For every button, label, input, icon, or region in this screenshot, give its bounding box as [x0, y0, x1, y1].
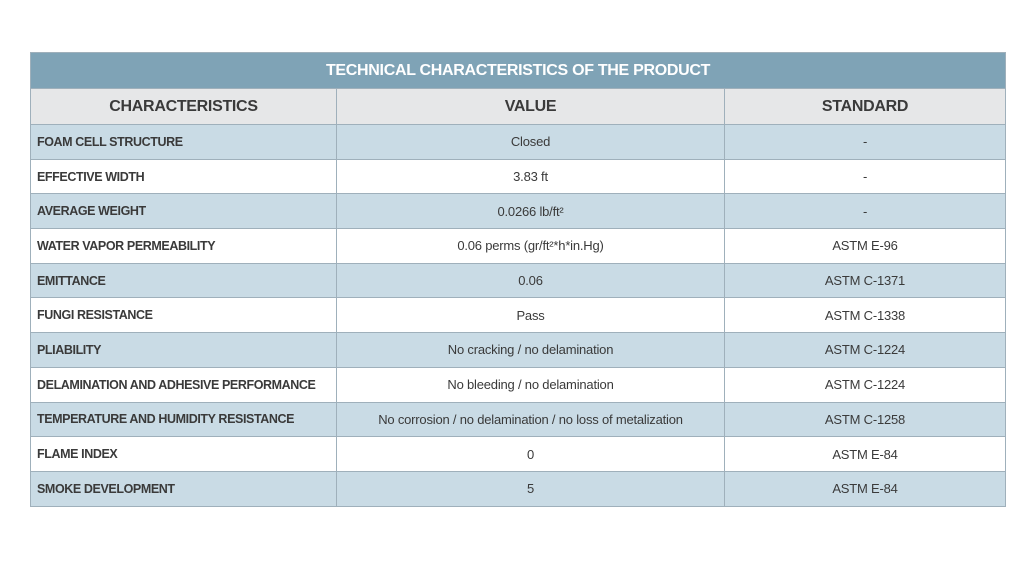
table-row: FOAM CELL STRUCTURE Closed - — [30, 124, 1007, 160]
standard: ASTM C-1224 — [723, 332, 1007, 368]
standard: ASTM C-1224 — [723, 366, 1007, 403]
value: 0.06 perms (gr/ft²*h*in.Hg) — [336, 228, 725, 264]
value: Closed — [336, 124, 725, 160]
value: 3.83 ft — [336, 158, 725, 195]
column-header: VALUE — [336, 88, 725, 125]
standard: ASTM E-84 — [723, 470, 1007, 507]
value: Pass — [336, 297, 725, 334]
characteristic: EFFECTIVE WIDTH — [30, 158, 337, 195]
standard: - — [723, 124, 1007, 160]
table-title: TECHNICAL CHARACTERISTICS OF THE PRODUCT — [29, 52, 1007, 89]
characteristic: DELAMINATION AND ADHESIVE PERFORMANCE — [30, 366, 337, 403]
characteristic: TEMPERATURE AND HUMIDITY RESISTANCE — [30, 401, 337, 438]
table-row: AVERAGE WEIGHT 0.0266 lb/ft² - — [30, 193, 1007, 230]
value: No corrosion / no delamination / no loss… — [336, 401, 725, 438]
table-row: EMITTANCE 0.06 ASTM C-1371 — [30, 262, 1007, 299]
column-header: CHARACTERISTICS — [30, 88, 337, 125]
standard: - — [723, 158, 1007, 195]
table-body: FOAM CELL STRUCTURE Closed - EFFECTIVE WIDT… — [30, 124, 1007, 507]
characteristic: WATER VAPOR PERMEABILITY — [30, 228, 337, 264]
standard: ASTM C-1258 — [723, 401, 1007, 438]
characteristic: FUNGI RESISTANCE — [30, 297, 337, 334]
table-row: SMOKE DEVELOPMENT 5 ASTM E-84 — [30, 470, 1007, 507]
standard: - — [723, 193, 1007, 230]
value: 0.06 — [336, 262, 725, 299]
characteristic: SMOKE DEVELOPMENT — [30, 470, 337, 507]
characteristic: EMITTANCE — [30, 262, 337, 299]
value: 5 — [336, 470, 725, 507]
characteristic: AVERAGE WEIGHT — [30, 193, 337, 230]
characteristic: FLAME INDEX — [30, 436, 337, 472]
table-row: WATER VAPOR PERMEABILITY 0.06 perms (gr/f… — [30, 228, 1007, 264]
standard: ASTM E-96 — [723, 228, 1007, 264]
characteristic: FOAM CELL STRUCTURE — [30, 124, 337, 160]
table-row: FUNGI RESISTANCE Pass ASTM C-1338 — [30, 297, 1007, 334]
value: No bleeding / no delamination — [336, 366, 725, 403]
characteristic: PLIABILITY — [30, 332, 337, 368]
header-row: CHARACTERISTICS VALUE STANDARD — [30, 88, 1007, 125]
table-row: EFFECTIVE WIDTH 3.83 ft - — [30, 158, 1007, 195]
standard: ASTM C-1371 — [723, 262, 1007, 299]
column-header: STANDARD — [723, 88, 1007, 125]
value: No cracking / no delamination — [336, 332, 725, 368]
standard: ASTM C-1338 — [723, 297, 1007, 334]
table-row: DELAMINATION AND ADHESIVE PERFORMANCE No … — [30, 366, 1007, 403]
value: 0.0266 lb/ft² — [336, 193, 725, 230]
standard: ASTM E-84 — [723, 436, 1007, 472]
table-row: TEMPERATURE AND HUMIDITY RESISTANCE No co… — [30, 401, 1007, 438]
spec-table: TECHNICAL CHARACTERISTICS OF THE PRODUCT… — [29, 52, 1007, 507]
value: 0 — [336, 436, 725, 472]
table-row: FLAME INDEX 0 ASTM E-84 — [30, 436, 1007, 472]
table-row: PLIABILITY No cracking / no delamination A… — [30, 332, 1007, 368]
